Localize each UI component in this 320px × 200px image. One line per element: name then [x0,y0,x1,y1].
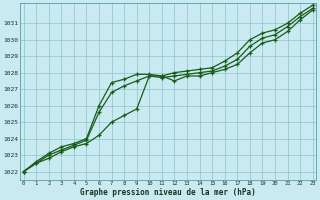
X-axis label: Graphe pression niveau de la mer (hPa): Graphe pression niveau de la mer (hPa) [80,188,256,197]
